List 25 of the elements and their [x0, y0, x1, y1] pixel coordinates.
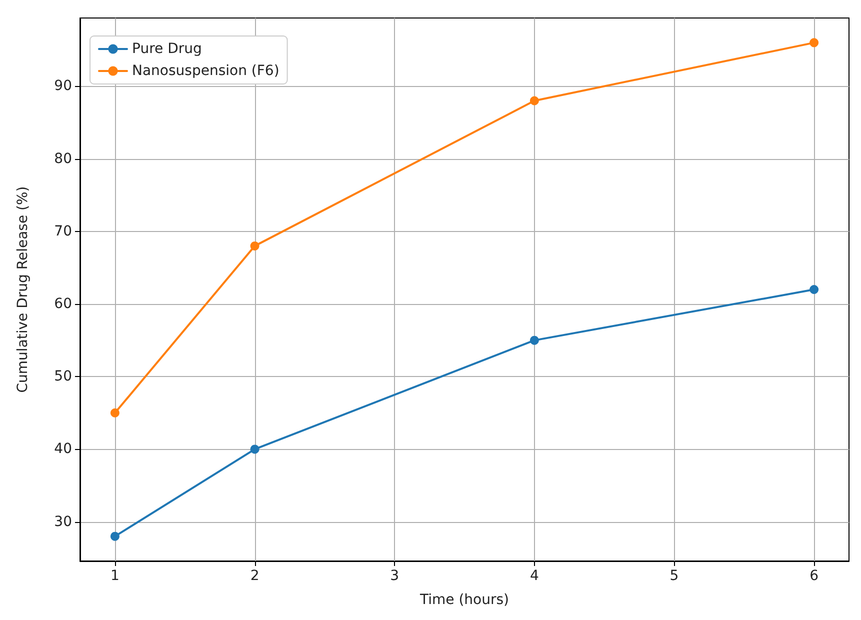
point: [530, 96, 539, 106]
y-tick-label: 50: [54, 368, 72, 385]
x-tick-label: 2: [250, 568, 260, 584]
y-tick-label: 70: [54, 223, 72, 240]
x-axis-title: Time (hours): [419, 592, 509, 608]
point: [530, 336, 539, 345]
legend-label: Nanosuspension (F6): [132, 63, 280, 79]
y-axis-title: Cumulative Drug Release (%): [15, 186, 31, 393]
point: [250, 444, 260, 454]
x-tick-label: 4: [530, 568, 539, 584]
x-tick-label: 1: [110, 568, 120, 584]
x-tick-label: 3: [390, 568, 400, 584]
y-tick-label: 80: [54, 150, 72, 167]
point: [110, 408, 120, 418]
point: [810, 285, 819, 294]
x-tick-label: 6: [810, 568, 819, 584]
legend-label: Pure Drug: [132, 41, 202, 57]
y-tick-label: 40: [54, 441, 72, 458]
x-tick-label: 5: [670, 568, 679, 584]
y-tick-label: 30: [54, 514, 72, 530]
y-tick-label: 60: [54, 296, 72, 312]
y-tick-label: 90: [54, 78, 72, 94]
point: [810, 38, 819, 48]
point: [250, 241, 260, 250]
point: [110, 532, 120, 541]
